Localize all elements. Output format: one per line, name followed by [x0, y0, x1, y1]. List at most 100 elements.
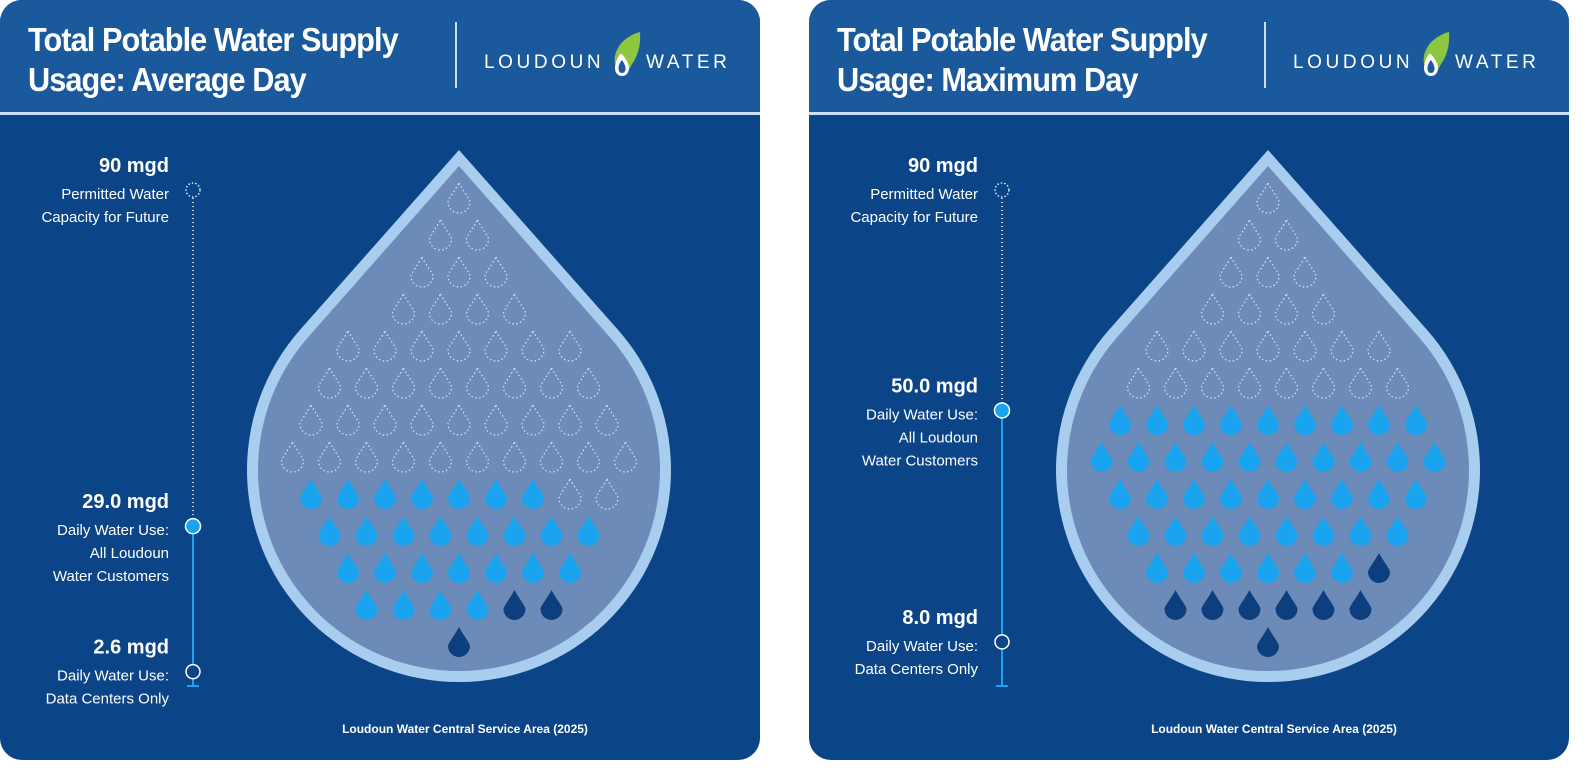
- data-center-drop: [448, 627, 470, 657]
- data-center-drop: [1368, 553, 1390, 583]
- customer-drop: [466, 516, 489, 546]
- customer-drop: [1368, 405, 1390, 435]
- water-drop-leaf-icon: [1423, 32, 1450, 76]
- customer-drop: [1146, 405, 1168, 435]
- data-center-drop: [1312, 590, 1335, 621]
- customer-drop: [522, 479, 544, 509]
- level-value-label: 90 mgd: [99, 155, 169, 177]
- customer-drop: [1312, 442, 1335, 472]
- customer-drop: [392, 516, 415, 546]
- level-marker: [994, 634, 1010, 650]
- customer-drop: [1257, 479, 1279, 509]
- customer-drop: [1183, 553, 1205, 583]
- scale-level-0: 90 mgd Permitted Water Capacity for Future: [850, 155, 1010, 226]
- level-marker: [184, 517, 202, 535]
- customer-drop: [1294, 553, 1316, 583]
- data-center-drop: [1201, 590, 1224, 621]
- level-value-label: 2.6 mgd: [93, 637, 169, 659]
- customer-drop: [337, 553, 359, 583]
- level-value-label: 50.0 mgd: [891, 375, 978, 397]
- average-day-panel: Total Potable Water Supply Usage: Averag…: [0, 0, 760, 760]
- customer-drop: [1331, 479, 1353, 509]
- customer-drop: [559, 553, 581, 583]
- panel-header: Total Potable Water Supply Usage: Maximu…: [809, 0, 1569, 115]
- customer-drop: [355, 516, 378, 546]
- level-description-line: Capacity for Future: [41, 209, 169, 226]
- level-description-line: Data Centers Only: [855, 661, 979, 678]
- customer-drop: [1109, 405, 1131, 435]
- data-center-drop: [540, 590, 563, 621]
- water-drop-pictogram-chart: 90 mgd Permitted Water Capacity for Future…: [41, 150, 671, 708]
- customer-drop: [1220, 553, 1242, 583]
- customer-drop: [1312, 516, 1335, 546]
- scale-level-2: 8.0 mgd Daily Water Use: Data Centers Only: [855, 607, 1010, 678]
- title-line-2: Usage: Average Day: [28, 61, 307, 98]
- customer-drop: [411, 553, 433, 583]
- customer-drop: [1201, 442, 1224, 472]
- customer-drop: [1386, 516, 1409, 546]
- customer-drop: [392, 590, 415, 621]
- customer-drop: [1349, 442, 1372, 472]
- water-drop-pictogram-chart: 90 mgd Permitted Water Capacity for Future…: [850, 150, 1480, 687]
- level-marker: [185, 182, 201, 198]
- customer-drop: [1238, 516, 1261, 546]
- customer-drop: [1146, 553, 1168, 583]
- maximum-day-panel: Total Potable Water Supply Usage: Maximu…: [809, 0, 1569, 760]
- customer-drop: [337, 479, 359, 509]
- customer-drop: [1127, 516, 1150, 546]
- big-drop-fill: [257, 166, 660, 671]
- level-description-line: All Loudoun: [90, 545, 169, 562]
- panel-title: Total Potable Water Supply Usage: Averag…: [28, 20, 399, 100]
- customer-drop: [485, 553, 507, 583]
- loudoun-water-logo: LOUDOUN WATER: [484, 30, 734, 90]
- data-center-drop: [1238, 590, 1261, 621]
- data-center-drop: [1275, 590, 1298, 621]
- customer-drop: [374, 479, 396, 509]
- water-drop-leaf-icon: [614, 32, 641, 76]
- scale-level-0: 90 mgd Permitted Water Capacity for Future: [41, 155, 201, 226]
- customer-drop: [355, 590, 378, 621]
- level-description-line: Daily Water Use:: [57, 668, 169, 685]
- level-description-line: Daily Water Use:: [866, 638, 978, 655]
- customer-drop: [466, 590, 489, 621]
- level-description-line: Permitted Water: [870, 186, 978, 203]
- customer-drop: [1127, 442, 1150, 472]
- header-divider: [455, 22, 457, 88]
- customer-drop: [1090, 442, 1113, 472]
- panel-title: Total Potable Water Supply Usage: Maximu…: [837, 20, 1208, 100]
- customer-drop: [540, 516, 563, 546]
- scale-level-1: 29.0 mgd Daily Water Use: All Loudoun Water…: [53, 491, 202, 585]
- level-description-line: Data Centers Only: [46, 691, 170, 708]
- level-description-line: Daily Water Use:: [866, 406, 978, 423]
- level-description-line: Water Customers: [862, 452, 978, 469]
- customer-drop: [429, 590, 452, 621]
- level-value-label: 90 mgd: [908, 155, 978, 177]
- chart-caption: Loudoun Water Central Service Area (2025…: [342, 722, 588, 736]
- customer-drop: [1368, 479, 1390, 509]
- title-line-1: Total Potable Water Supply: [28, 21, 399, 58]
- customer-drop: [1294, 479, 1316, 509]
- customer-drop: [1405, 405, 1427, 435]
- customer-drop: [1146, 479, 1168, 509]
- level-description-line: Water Customers: [53, 568, 169, 585]
- customer-drop: [522, 553, 544, 583]
- customer-drop: [1257, 553, 1279, 583]
- customer-drop: [411, 479, 433, 509]
- customer-drop: [1257, 405, 1279, 435]
- data-center-drop: [1257, 627, 1279, 657]
- customer-drop: [1275, 516, 1298, 546]
- customer-drop: [1164, 516, 1187, 546]
- customer-drop: [1349, 516, 1372, 546]
- header-divider: [1264, 22, 1266, 88]
- logo-word-loudoun: LOUDOUN: [484, 52, 605, 73]
- logo-word-water: WATER: [1455, 52, 1540, 73]
- customer-drop: [503, 516, 526, 546]
- chart-caption: Loudoun Water Central Service Area (2025…: [1151, 722, 1397, 736]
- customer-drop: [374, 553, 396, 583]
- customer-drop: [1275, 442, 1298, 472]
- level-marker: [185, 663, 201, 680]
- customer-drop: [1331, 553, 1353, 583]
- title-line-1: Total Potable Water Supply: [837, 21, 1208, 58]
- customer-drop: [1220, 479, 1242, 509]
- panel-header: Total Potable Water Supply Usage: Averag…: [0, 0, 760, 115]
